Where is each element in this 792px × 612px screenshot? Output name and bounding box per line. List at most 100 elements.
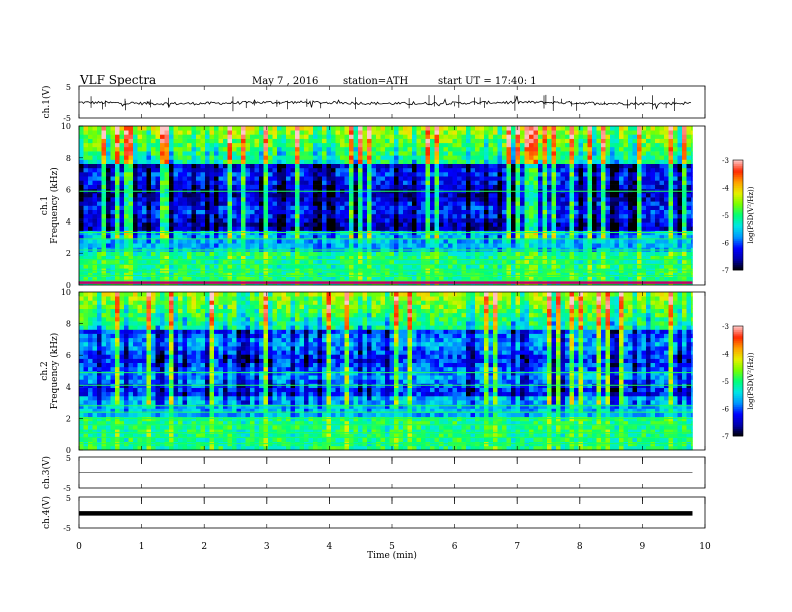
ch1-spectrogram-cell	[407, 197, 413, 202]
ch1-spectrogram-cell	[173, 251, 179, 256]
ch1-spectrogram-cell	[547, 234, 552, 240]
ch1-spectrogram-cell	[92, 205, 98, 210]
ch1-spectrogram-cell	[641, 142, 647, 148]
ch1-spectrogram-cell	[551, 151, 557, 156]
ch1-spectrogram-cell	[502, 264, 507, 269]
ch1-spectrogram-cell	[326, 218, 332, 223]
ch1-spectrogram-cell	[335, 243, 341, 248]
ch1-spectrogram-cell	[146, 276, 152, 282]
ch1-spectrogram-cell	[133, 130, 138, 135]
ch1-spectrogram-cell	[659, 222, 665, 227]
ch1-spectrogram-cell	[380, 167, 386, 173]
ch1-spectrogram-cell	[425, 138, 431, 144]
ch1-spectrogram-cell	[547, 239, 552, 244]
ch1-spectrogram-cell	[556, 222, 561, 227]
ch1-spectrogram-cell	[367, 176, 372, 181]
ch1-spectrogram-cell	[601, 172, 606, 177]
ch1-spectrogram-cell	[448, 163, 453, 169]
ch1-spectrogram-cell	[232, 184, 237, 190]
ch1-spectrogram-cell	[227, 222, 233, 227]
ch1-spectrogram-cell	[520, 163, 525, 169]
ch1-spectrogram-cell	[466, 226, 471, 231]
ch1-spectrogram-cell	[133, 138, 138, 144]
ch1-spectrogram-cell	[182, 251, 188, 256]
ch1-spectrogram-cell	[452, 276, 458, 282]
ch1-spectrogram-cell	[452, 163, 458, 169]
ch1-spectrogram-cell	[412, 205, 417, 210]
ch1-spectrogram-cell	[416, 234, 422, 240]
ch1-spectrogram-cell	[286, 272, 291, 277]
ch1-spectrogram-cell	[295, 192, 300, 198]
ch1-spectrogram-cell	[569, 155, 575, 160]
ch1-spectrogram-cell	[119, 264, 125, 269]
ch1-spectrogram-cell	[331, 259, 336, 265]
ch1-spectrogram-cell	[587, 163, 593, 169]
ch1-spectrogram-cell	[308, 142, 314, 148]
ch1-spectrogram-cell	[299, 255, 305, 261]
ch1-spectrogram-cell	[506, 134, 512, 139]
ch1-spectrogram-cell	[97, 226, 102, 231]
ch1-spectrogram-cell	[623, 163, 629, 169]
ch1-spectrogram-cell	[542, 146, 548, 152]
ch1-spectrogram-cell	[601, 234, 606, 240]
ch1-spectrogram-cell	[479, 142, 485, 148]
ch1-spectrogram-cell	[493, 126, 498, 131]
ch1-spectrogram-cell	[394, 239, 399, 244]
ch1-spectrogram-cell	[466, 134, 471, 139]
ch1-spectrogram-cell	[281, 163, 287, 169]
ch1-spectrogram-cell	[88, 146, 93, 152]
ch1-spectrogram-cell	[133, 172, 138, 177]
ch1-spectrogram-cell	[443, 239, 449, 244]
ch1-spectrogram-cell	[295, 234, 300, 240]
ch1-spectrogram-cell	[574, 172, 579, 177]
ch1-spectrogram-cell	[497, 222, 503, 227]
ch1-spectrogram-cell	[506, 126, 512, 131]
ch1-spectrogram-cell	[601, 163, 606, 169]
ch1-spectrogram-cell	[583, 172, 588, 177]
ch1-spectrogram-cell	[196, 205, 201, 210]
ch1-spectrogram-cell	[106, 243, 111, 248]
ch1-spectrogram-cell	[569, 176, 575, 181]
ch1-spectrogram-cell	[259, 155, 264, 160]
ch1-spectrogram-cell	[331, 264, 336, 269]
ch1-spectrogram-cell	[542, 205, 548, 210]
ch1-spectrogram-cell	[290, 146, 296, 152]
ch1-spectrogram-cell	[115, 243, 120, 248]
ch1-spectrogram-cell	[241, 243, 246, 248]
ch1-spectrogram-cell	[610, 226, 615, 231]
ch1-spectrogram-cell	[479, 159, 485, 164]
ch1-spectrogram-cell	[272, 184, 278, 190]
ch1-spectrogram-cell	[340, 142, 345, 148]
ch1-spectrogram-cell	[308, 197, 314, 202]
ch1-spectrogram-cell	[439, 276, 444, 282]
ch1-spectrogram-cell	[169, 146, 174, 152]
ch1-spectrogram-cell	[353, 138, 359, 144]
ch1-spectrogram-cell	[362, 239, 368, 244]
ch1-spectrogram-cell	[376, 155, 381, 160]
ch1-spectrogram-cell	[479, 172, 485, 177]
ch1-spectrogram-cell	[223, 146, 228, 152]
ch1-spectrogram-cell	[115, 226, 120, 231]
ch1-spectrogram-cell	[569, 209, 575, 215]
ch1-spectrogram-cell	[268, 205, 273, 210]
ch1-spectrogram-cell	[304, 205, 309, 210]
ch1-spectrogram-cell	[191, 251, 197, 256]
ch1-spectrogram-cell	[223, 163, 228, 169]
ch1-spectrogram-cell	[79, 159, 84, 164]
ch1-spectrogram-cell	[362, 130, 368, 135]
ch1-spectrogram-cell	[259, 239, 264, 244]
ch1-spectrogram-cell	[205, 138, 210, 144]
ch1-spectrogram-cell	[506, 234, 512, 240]
ch1-spectrogram-cell	[119, 167, 125, 173]
ch1-spectrogram-cell	[407, 243, 413, 248]
ch1-spectrogram-cell	[493, 209, 498, 215]
ch1-spectrogram-cell	[232, 130, 237, 135]
ch1-spectrogram-cell	[344, 205, 350, 210]
ch1-spectrogram-cell	[497, 142, 503, 148]
ch1-spectrogram-cell	[137, 213, 143, 219]
ch1-spectrogram-cell	[101, 205, 107, 210]
ch1-spectrogram-cell	[254, 142, 260, 148]
ch1-spectrogram-cell	[173, 134, 179, 139]
ch1-spectrogram-cell	[151, 192, 156, 198]
ch1-spectrogram-cell	[493, 184, 498, 190]
